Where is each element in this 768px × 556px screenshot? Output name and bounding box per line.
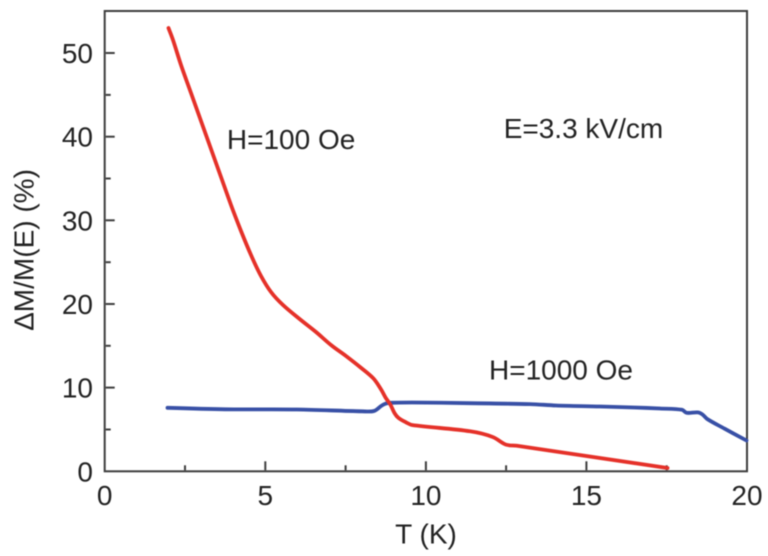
svg-text:10: 10 <box>410 480 441 511</box>
svg-text:5: 5 <box>258 480 274 511</box>
svg-text:15: 15 <box>571 480 602 511</box>
svg-text:20: 20 <box>731 480 762 511</box>
svg-text:H=1000 Oe: H=1000 Oe <box>489 355 633 386</box>
svg-text:H=100 Oe: H=100 Oe <box>227 124 355 155</box>
svg-text:E=3.3 kV/cm: E=3.3 kV/cm <box>504 113 664 144</box>
svg-text:0: 0 <box>77 456 93 487</box>
svg-text:ΔM/M(E) (%): ΔM/M(E) (%) <box>9 169 40 331</box>
svg-text:20: 20 <box>62 289 93 320</box>
svg-text:50: 50 <box>62 38 93 69</box>
svg-text:30: 30 <box>62 205 93 236</box>
svg-text:T (K): T (K) <box>395 518 457 549</box>
svg-text:10: 10 <box>62 373 93 404</box>
svg-text:0: 0 <box>97 480 113 511</box>
svg-text:40: 40 <box>62 122 93 153</box>
